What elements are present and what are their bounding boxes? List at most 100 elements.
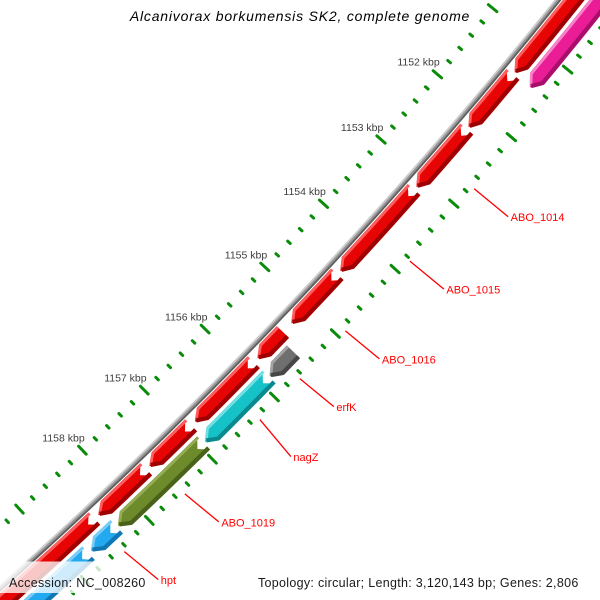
gene-arrow-cds[interactable] <box>98 463 153 515</box>
ruler-tick <box>367 150 373 156</box>
gene-arrow-cds-highlight <box>257 326 279 358</box>
ruler-tick <box>238 289 245 296</box>
gene-arrow-cds[interactable] <box>468 69 520 128</box>
ruler-tick <box>184 481 191 487</box>
ruler-tick <box>485 161 492 167</box>
ruler-tick <box>576 53 582 59</box>
ruler-tick <box>431 69 444 80</box>
accession-text: Accession: NC_008260 <box>9 576 146 590</box>
ruler-tick <box>259 406 266 413</box>
ruler-tick <box>117 412 123 418</box>
ruler-tick <box>479 19 486 25</box>
ruler-tick <box>172 493 178 500</box>
ruler-tick <box>486 3 499 14</box>
gene-arrow-cds[interactable] <box>529 0 600 88</box>
gene-label-ABO_1016[interactable]: ABO_1016 <box>382 354 436 366</box>
gene-arrow-ABO_1015-highlight <box>340 184 411 270</box>
ruler-tick <box>274 252 280 258</box>
ruler-tick <box>375 134 387 145</box>
gene-arrow-erfK[interactable] <box>269 345 301 377</box>
ruler-tick <box>553 80 560 86</box>
ruler-tick <box>67 459 74 466</box>
ruler-tick <box>222 444 228 450</box>
ruler-tick <box>439 214 446 220</box>
ruler-tick <box>129 400 136 406</box>
gene-arrow-cds-shadow <box>530 9 600 89</box>
ruler-label-1155: 1155 kbp <box>225 249 268 261</box>
ruler-tick <box>380 279 387 285</box>
ruler-label-1156: 1156 kbp <box>165 311 208 323</box>
ruler-tick <box>497 148 503 154</box>
gene-arrow-cds[interactable] <box>149 419 198 467</box>
gene-arrow-cds-shadow <box>150 428 198 468</box>
gene-arrow-ABO_1014[interactable] <box>416 123 474 188</box>
ruler-tick <box>297 226 304 233</box>
gene-arrow-nagZ[interactable] <box>204 370 276 442</box>
ruler-tick <box>468 32 475 38</box>
ruler-tick <box>368 292 375 298</box>
gene-label-hpt[interactable]: hpt <box>161 575 176 587</box>
ruler-tick <box>520 121 526 127</box>
ruler-tick <box>134 529 140 536</box>
ruler-tick <box>448 198 460 209</box>
gene-arrow-hpt[interactable] <box>91 520 124 551</box>
ruler-tick <box>178 351 185 357</box>
ruler-tick <box>317 198 330 209</box>
ruler-tick <box>14 503 25 515</box>
gene-label-ABO_1019[interactable]: ABO_1019 <box>221 517 275 529</box>
ruler-tick <box>166 363 173 370</box>
gene-arrow-ABO_1014-shadow <box>417 131 474 188</box>
ruler-tick <box>199 323 211 335</box>
gene-label-leader-hpt <box>123 551 159 581</box>
gene-arrow-cds-highlight <box>529 0 594 87</box>
gene-arrow-ABO_1014-highlight <box>416 123 463 186</box>
gene-label-leader-ABO_1019 <box>184 493 220 523</box>
gene-arrow-ABO_1019[interactable] <box>117 436 211 526</box>
ruler-tick <box>226 302 233 308</box>
gene-arrow-ABO_1016-shadow <box>292 277 344 324</box>
ruler-tick <box>446 59 452 65</box>
gene-arrow-ABO_1015[interactable] <box>340 183 421 272</box>
ruler-tick <box>269 391 280 403</box>
gene-arrow-cds[interactable] <box>194 356 260 422</box>
gene-arrow-cds[interactable] <box>257 326 290 359</box>
gene-arrow-ABO_1016-highlight <box>291 268 334 323</box>
gene-label-erfK[interactable]: erfK <box>336 402 357 414</box>
gene-label-leader-erfK <box>299 378 335 408</box>
gene-label-nagZ[interactable]: nagZ <box>293 452 318 464</box>
gene-label-ABO_1014[interactable]: ABO_1014 <box>511 212 565 224</box>
gene-arrow-ABO_1016[interactable] <box>291 268 344 324</box>
ruler-tick <box>531 107 538 114</box>
ruler-tick <box>542 94 549 100</box>
gene-label-ABO_1015[interactable]: ABO_1015 <box>446 285 500 297</box>
ruler-tick <box>296 369 302 375</box>
page-title: Alcanivorax borkumensis SK2, complete ge… <box>129 8 470 24</box>
gene-arrow-cds-shadow <box>258 334 289 360</box>
genome-summary-text: Topology: circular; Length: 3,120,143 bp… <box>258 576 579 590</box>
ruler-tick <box>159 505 165 512</box>
ruler-label-1153: 1153 kbp <box>341 122 384 134</box>
ruler-tick <box>138 384 150 396</box>
ruler-tick <box>284 381 290 388</box>
footer-band <box>0 561 600 593</box>
ruler-tick <box>320 343 327 350</box>
ruler-tick <box>4 518 10 525</box>
ruler-tick <box>329 328 341 339</box>
gene-arrow-cds-highlight <box>194 356 250 421</box>
ruler-tick <box>259 261 271 273</box>
ruler-tick <box>412 98 419 104</box>
ruler-tick <box>344 318 351 324</box>
ruler-tick <box>561 64 574 75</box>
ruler-tick <box>29 495 36 501</box>
gene-label-leader-ABO_1014 <box>473 188 509 218</box>
ruler-tick <box>332 188 339 195</box>
ruler-tick <box>505 132 518 143</box>
ruler-tick <box>92 436 99 442</box>
ruler-tick <box>390 124 396 130</box>
ruler-label-1152: 1152 kbp <box>397 57 440 69</box>
ruler-tick <box>427 227 434 233</box>
ruler-tick <box>207 453 218 465</box>
